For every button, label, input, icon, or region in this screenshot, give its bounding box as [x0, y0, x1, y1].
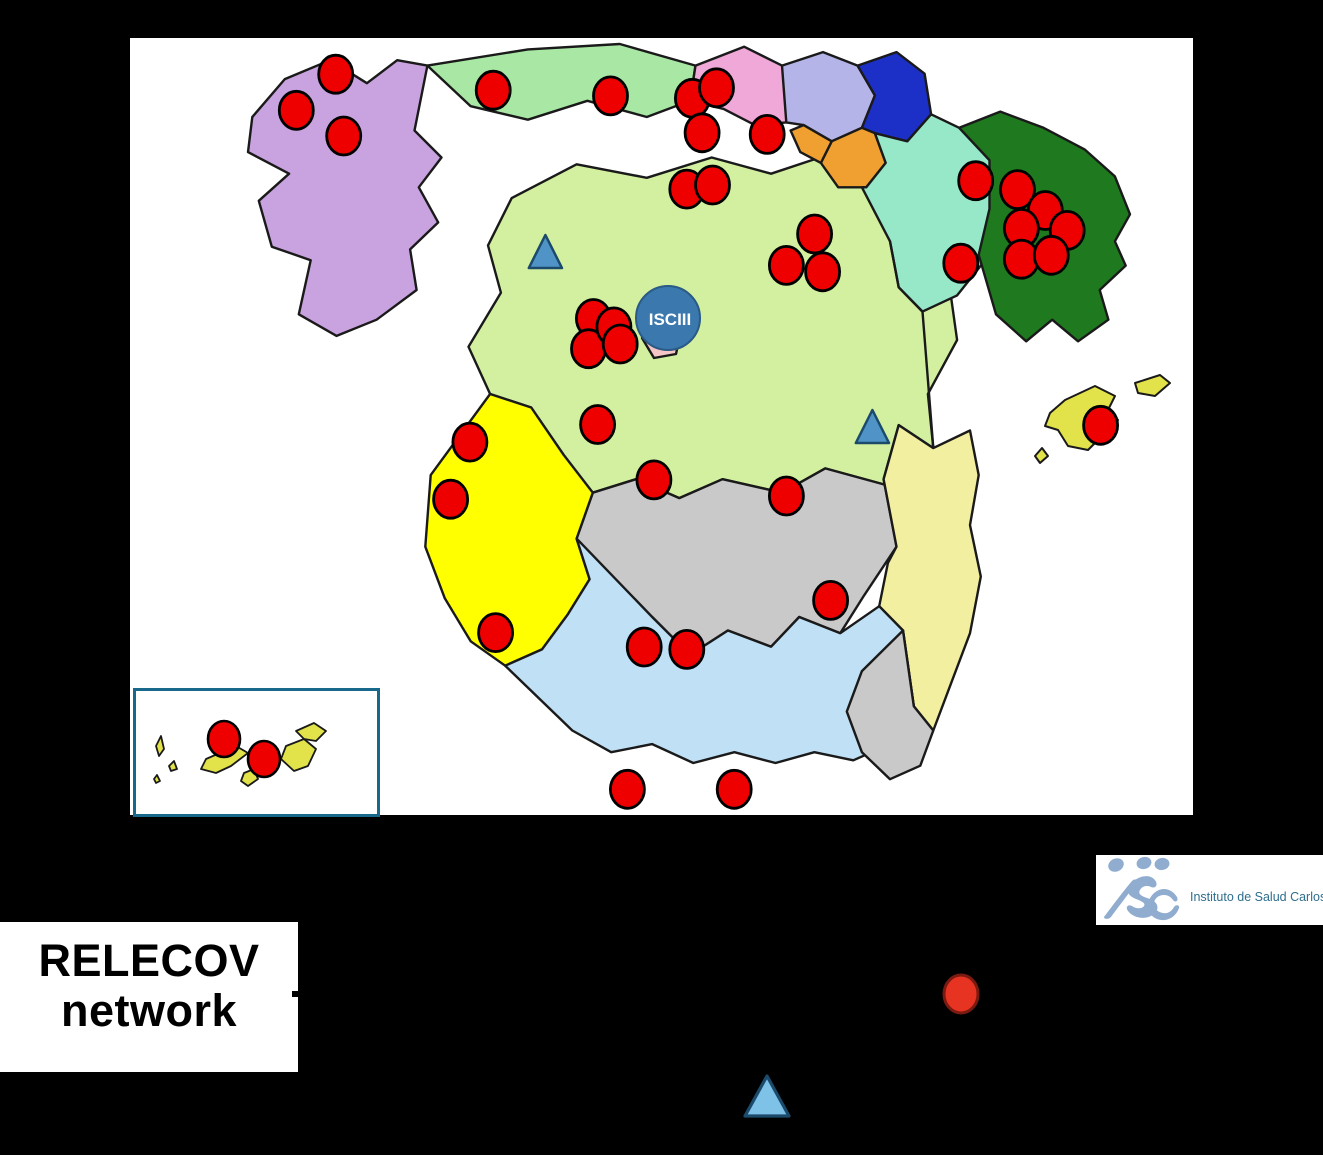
svg-text:ISCIII: ISCIII [649, 310, 692, 329]
svg-text:Instituto de Salud Carlos III: Instituto de Salud Carlos III [1190, 890, 1323, 904]
